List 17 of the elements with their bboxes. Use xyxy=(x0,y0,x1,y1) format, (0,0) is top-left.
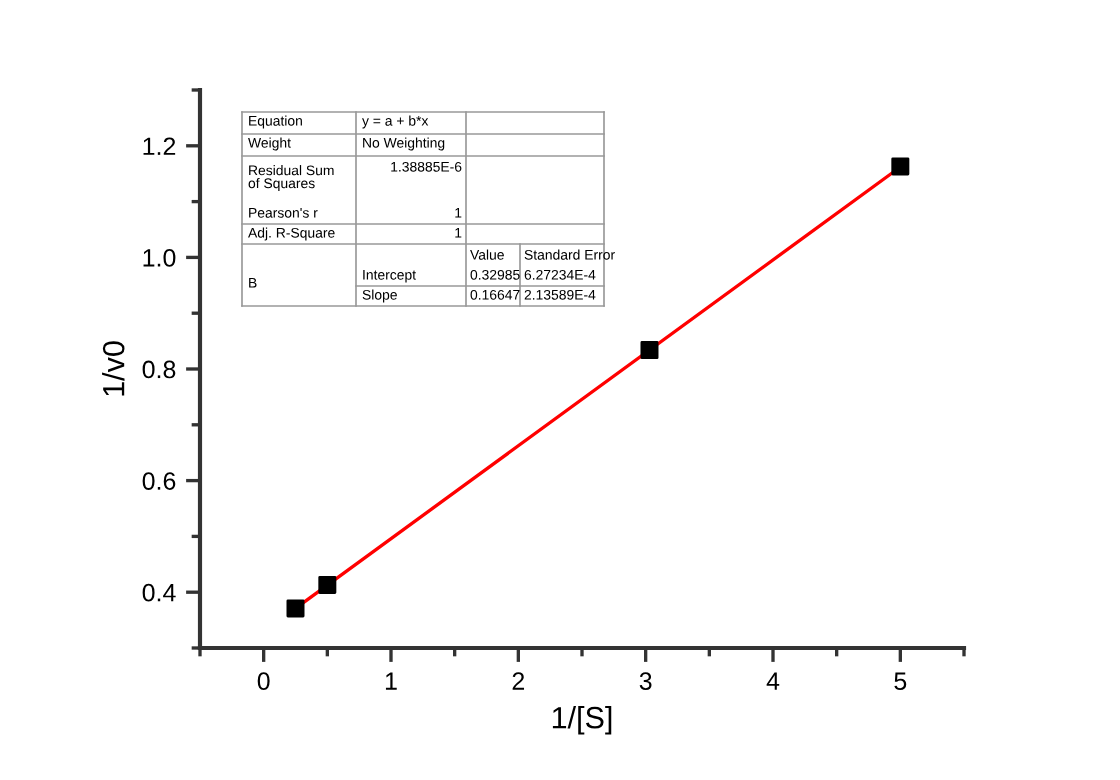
x-tick-label: 5 xyxy=(894,672,907,690)
point xyxy=(318,575,337,594)
x-tick-label: 0 xyxy=(257,672,270,690)
point xyxy=(286,599,305,618)
y-tick-label: 1.2 xyxy=(143,137,176,155)
point xyxy=(891,157,910,176)
x-axis-title: 1/[S] xyxy=(552,706,612,735)
x-tick-label: 2 xyxy=(512,672,525,690)
x-tick-label: 4 xyxy=(766,672,780,690)
point xyxy=(640,341,659,360)
y-tick-label: 0.8 xyxy=(142,360,176,379)
y-tick-label: 0.6 xyxy=(142,472,176,490)
x-tick-label: 1 xyxy=(385,672,397,690)
x-tick-label: 3 xyxy=(639,672,652,690)
y-tick-label: 0.4 xyxy=(142,583,176,602)
y-tick-label: 1.0 xyxy=(143,249,176,267)
y-axis-title: 1/v0 xyxy=(102,341,125,396)
